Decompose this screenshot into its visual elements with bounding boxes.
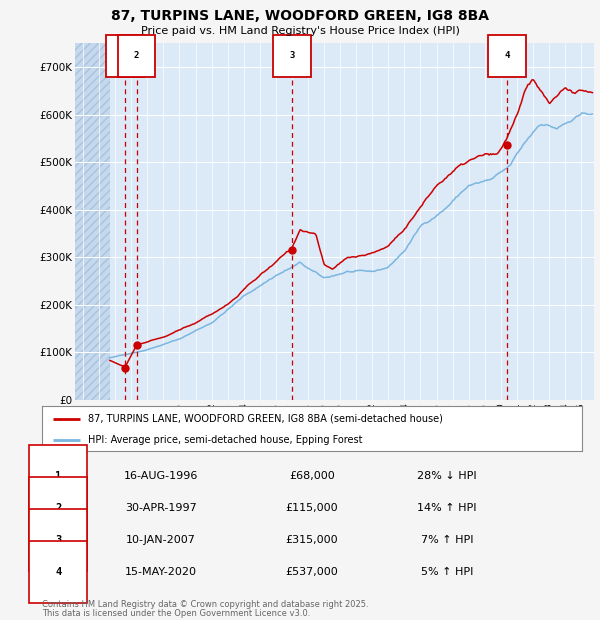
- Text: 10-JAN-2007: 10-JAN-2007: [126, 535, 196, 545]
- Text: 3: 3: [55, 535, 61, 545]
- Text: 87, TURPINS LANE, WOODFORD GREEN, IG8 8BA: 87, TURPINS LANE, WOODFORD GREEN, IG8 8B…: [111, 9, 489, 24]
- Text: 4: 4: [504, 51, 509, 60]
- Text: Price paid vs. HM Land Registry's House Price Index (HPI): Price paid vs. HM Land Registry's House …: [140, 26, 460, 36]
- Text: HPI: Average price, semi-detached house, Epping Forest: HPI: Average price, semi-detached house,…: [88, 435, 362, 445]
- Text: 3: 3: [290, 51, 295, 60]
- Text: £68,000: £68,000: [289, 471, 335, 480]
- Text: 7% ↑ HPI: 7% ↑ HPI: [421, 535, 473, 545]
- Text: This data is licensed under the Open Government Licence v3.0.: This data is licensed under the Open Gov…: [42, 609, 310, 618]
- Text: 2: 2: [55, 503, 61, 513]
- Text: 2: 2: [134, 51, 139, 60]
- Bar: [75, 43, 110, 400]
- Text: 87, TURPINS LANE, WOODFORD GREEN, IG8 8BA (semi-detached house): 87, TURPINS LANE, WOODFORD GREEN, IG8 8B…: [88, 414, 443, 424]
- Text: 30-APR-1997: 30-APR-1997: [125, 503, 197, 513]
- Text: 4: 4: [55, 567, 61, 577]
- Text: 1: 1: [55, 471, 61, 480]
- Text: 16-AUG-1996: 16-AUG-1996: [124, 471, 198, 480]
- Text: 28% ↓ HPI: 28% ↓ HPI: [417, 471, 477, 480]
- Text: 15-MAY-2020: 15-MAY-2020: [125, 567, 197, 577]
- Text: 1: 1: [122, 51, 128, 60]
- Text: £115,000: £115,000: [286, 503, 338, 513]
- Text: £315,000: £315,000: [286, 535, 338, 545]
- Text: 14% ↑ HPI: 14% ↑ HPI: [417, 503, 477, 513]
- Text: £537,000: £537,000: [286, 567, 338, 577]
- Text: Contains HM Land Registry data © Crown copyright and database right 2025.: Contains HM Land Registry data © Crown c…: [42, 600, 368, 609]
- Text: 5% ↑ HPI: 5% ↑ HPI: [421, 567, 473, 577]
